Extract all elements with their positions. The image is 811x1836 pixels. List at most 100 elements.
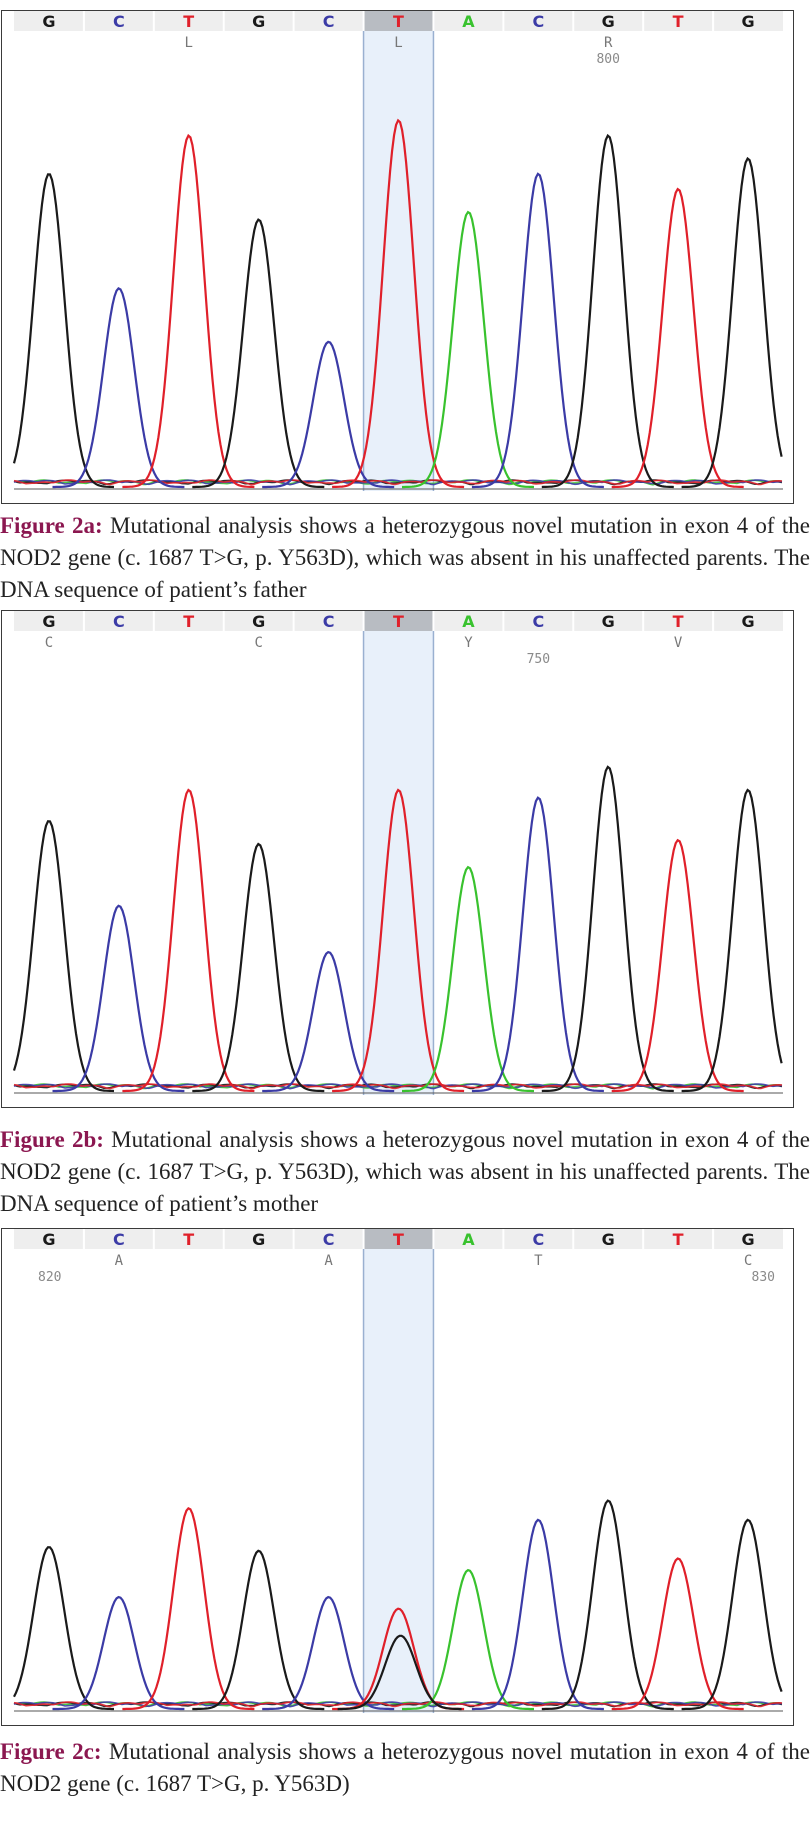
figure-label-2b: Figure 2b: bbox=[0, 1127, 104, 1152]
peak-g bbox=[192, 842, 325, 1093]
base-call-a: A bbox=[462, 612, 475, 631]
ambiguity-code: V bbox=[674, 635, 683, 651]
figure-caption-2a: Figure 2a: Mutational analysis shows a h… bbox=[0, 510, 810, 606]
figure-label-2c: Figure 2c: bbox=[0, 1739, 102, 1764]
peak-c bbox=[471, 1518, 604, 1711]
ambiguity-code: R bbox=[604, 35, 613, 51]
highlight-header bbox=[363, 1229, 434, 1249]
ambiguity-code: A bbox=[324, 1253, 333, 1269]
peak-g bbox=[13, 1546, 114, 1711]
base-call-t: T bbox=[183, 1230, 194, 1249]
chromatogram-panel-2a: G C T G C T A C G T G L L R 800 bbox=[1, 10, 794, 504]
base-call-g: G bbox=[42, 612, 55, 631]
base-call-t: T bbox=[393, 12, 404, 31]
base-call-t: T bbox=[393, 612, 404, 631]
base-call-g: G bbox=[42, 12, 55, 31]
peak-g bbox=[681, 156, 783, 489]
peak-c bbox=[262, 1595, 395, 1711]
base-call-g: G bbox=[252, 12, 265, 31]
base-call-a: A bbox=[462, 12, 475, 31]
base-call-g: G bbox=[602, 1230, 615, 1249]
base-call-c: C bbox=[323, 12, 335, 31]
base-call-c: C bbox=[532, 1230, 544, 1249]
peak-g bbox=[12, 820, 115, 1093]
ambiguity-code: C bbox=[45, 635, 53, 651]
peak-t bbox=[611, 838, 744, 1093]
figure-caption-2c: Figure 2c: Mutational analysis shows a h… bbox=[0, 1736, 810, 1800]
base-call-g: G bbox=[741, 1230, 754, 1249]
peak-c bbox=[262, 950, 395, 1093]
base-call-g: G bbox=[741, 12, 754, 31]
peak-t bbox=[122, 1507, 255, 1711]
secondary-peak-g bbox=[337, 1634, 462, 1711]
peak-g bbox=[192, 1549, 325, 1711]
base-call-g: G bbox=[252, 1230, 265, 1249]
peak-a bbox=[402, 1568, 534, 1711]
peak-g bbox=[681, 1518, 783, 1711]
peak-c bbox=[52, 1595, 185, 1711]
base-call-t: T bbox=[673, 1230, 684, 1249]
base-call-c: C bbox=[113, 1230, 125, 1249]
ambiguity-code: L bbox=[394, 35, 402, 51]
peak-c bbox=[262, 340, 395, 489]
base-call-t: T bbox=[183, 12, 194, 31]
base-call-a: A bbox=[462, 1230, 475, 1249]
peak-c bbox=[52, 287, 185, 489]
highlight-column bbox=[363, 11, 434, 491]
chromatogram-panel-2b: G C T G C T A C G T G C C Y V 750 bbox=[1, 610, 794, 1108]
peak-c bbox=[471, 796, 604, 1093]
base-call-c: C bbox=[113, 612, 125, 631]
base-call-c: C bbox=[323, 612, 335, 631]
base-call-g: G bbox=[741, 612, 754, 631]
baseline-noise-t bbox=[13, 479, 783, 486]
peak-c bbox=[471, 172, 604, 489]
peak-g bbox=[192, 218, 325, 489]
base-call-c: C bbox=[532, 612, 544, 631]
peak-t bbox=[611, 1557, 744, 1711]
base-call-g: G bbox=[42, 1230, 55, 1249]
base-call-c: C bbox=[532, 12, 544, 31]
peak-g bbox=[541, 765, 674, 1093]
ambiguity-code: L bbox=[185, 35, 193, 51]
base-call-t: T bbox=[393, 1230, 404, 1249]
base-call-c: C bbox=[323, 1230, 335, 1249]
ambiguity-code: C bbox=[744, 1253, 752, 1269]
peak-t bbox=[332, 118, 465, 489]
peak-t bbox=[122, 133, 255, 489]
peak-t bbox=[611, 187, 744, 489]
chromatogram-panel-2c: G C T G C T A C G T G A A T C 820 830 bbox=[1, 1228, 794, 1726]
baseline-noise-t bbox=[13, 1701, 783, 1708]
base-call-t: T bbox=[673, 612, 684, 631]
base-position-label: 820 bbox=[38, 1270, 61, 1285]
base-call-t: T bbox=[673, 12, 684, 31]
base-call-g: G bbox=[602, 612, 615, 631]
highlight-header bbox=[363, 11, 434, 31]
base-position-label: 830 bbox=[752, 1270, 775, 1285]
highlight-column bbox=[363, 611, 434, 1095]
highlight-column bbox=[363, 1229, 434, 1713]
peak-t bbox=[332, 788, 465, 1093]
caption-text-2a: Mutational analysis shows a heterozygous… bbox=[0, 513, 810, 602]
base-call-t: T bbox=[183, 612, 194, 631]
ambiguity-code: Y bbox=[464, 635, 473, 651]
base-call-c: C bbox=[113, 12, 125, 31]
caption-text-2c: Mutational analysis shows a heterozygous… bbox=[0, 1739, 810, 1796]
ambiguity-code: C bbox=[254, 635, 262, 651]
base-call-g: G bbox=[602, 12, 615, 31]
baseline-noise-t bbox=[13, 1083, 783, 1090]
peak-g bbox=[12, 173, 115, 489]
base-position-label: 800 bbox=[596, 52, 619, 67]
peak-g bbox=[681, 788, 783, 1093]
base-position-label: 750 bbox=[527, 652, 550, 667]
peak-g bbox=[541, 133, 674, 489]
peak-t bbox=[122, 788, 255, 1093]
ambiguity-code: A bbox=[115, 1253, 124, 1269]
figure-caption-2b: Figure 2b: Mutational analysis shows a h… bbox=[0, 1124, 810, 1220]
caption-text-2b: Mutational analysis shows a heterozygous… bbox=[0, 1127, 810, 1216]
ambiguity-code: T bbox=[534, 1253, 543, 1269]
peak-a bbox=[402, 865, 534, 1093]
highlight-header bbox=[363, 611, 434, 631]
